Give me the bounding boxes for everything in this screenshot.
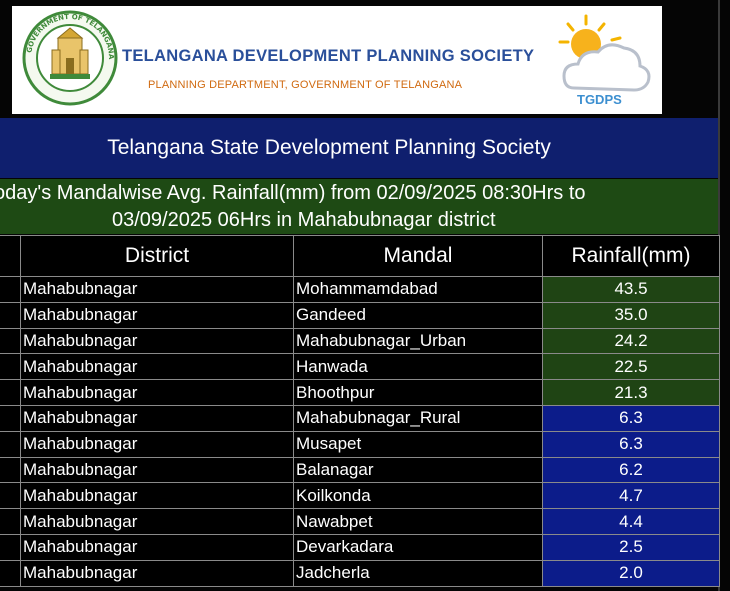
cell-sno [0, 533, 21, 561]
cell-sno [0, 276, 21, 303]
cell-mandal: Gandeed [293, 301, 543, 329]
title-bar: Telangana State Development Planning Soc… [0, 118, 718, 178]
cell-sno [0, 404, 21, 432]
table-row: Mahabubnagar Devarkadara 2.5 [0, 533, 720, 561]
table-header-row: o District Mandal Rainfall(mm) [0, 235, 720, 277]
subtitle-bar: oday's Mandalwise Avg. Rainfall(mm) from… [0, 179, 718, 234]
table-row: Mahabubnagar Mohammamdabad 43.5 [0, 276, 720, 303]
header-banner: GOVERNMENT OF TELANGANA TELANGANA DEVELO… [12, 6, 662, 114]
cell-sno [0, 327, 21, 355]
subtitle-line-2: 03/09/2025 06Hrs in Mahabubnagar distric… [112, 209, 496, 231]
cell-mandal: Jadcherla [293, 559, 543, 587]
cell-rainfall: 2.5 [542, 533, 720, 561]
table-row: Mahabubnagar Bhoothpur 21.3 [0, 379, 720, 406]
page-title: Telangana State Development Planning Soc… [107, 136, 551, 159]
cell-rainfall: 22.5 [542, 353, 720, 381]
cell-mandal: Musapet [293, 430, 543, 458]
cell-mandal: Balanagar [293, 456, 543, 484]
cell-district: Mahabubnagar [20, 559, 294, 587]
table-body: Mahabubnagar Mohammamdabad 43.5 Mahabubnaga… [0, 276, 720, 587]
table-row: Mahabubnagar Hanwada 22.5 [0, 353, 720, 381]
cell-district: Mahabubnagar [20, 327, 294, 355]
header-mandal: Mandal [293, 235, 543, 277]
cell-mandal: Nawabpet [293, 508, 543, 535]
cell-sno [0, 353, 21, 381]
tgdps-logo-text: TGDPS [577, 92, 622, 107]
org-subtitle: PLANNING DEPARTMENT, GOVERNMENT OF TELAN… [148, 79, 463, 91]
table-row: Mahabubnagar Jadcherla 2.0 [0, 559, 720, 587]
cell-rainfall: 6.2 [542, 456, 720, 484]
header-rainfall: Rainfall(mm) [542, 235, 720, 277]
telangana-emblem-icon: GOVERNMENT OF TELANGANA [22, 10, 118, 106]
cell-rainfall: 24.2 [542, 327, 720, 355]
table-row: Mahabubnagar Musapet 6.3 [0, 430, 720, 458]
cell-mandal: Koilkonda [293, 482, 543, 510]
cell-district: Mahabubnagar [20, 456, 294, 484]
cell-rainfall: 2.0 [542, 559, 720, 587]
cell-district: Mahabubnagar [20, 482, 294, 510]
cell-sno [0, 430, 21, 458]
cell-district: Mahabubnagar [20, 301, 294, 329]
cell-district: Mahabubnagar [20, 353, 294, 381]
cell-rainfall: 4.7 [542, 482, 720, 510]
cell-mandal: Devarkadara [293, 533, 543, 561]
table-row: Mahabubnagar Gandeed 35.0 [0, 301, 720, 329]
table-row: Mahabubnagar Mahabubnagar_Urban 24.2 [0, 327, 720, 355]
cell-rainfall: 43.5 [542, 276, 720, 303]
cell-mandal: Mohammamdabad [293, 276, 543, 303]
cell-district: Mahabubnagar [20, 533, 294, 561]
cell-rainfall: 21.3 [542, 379, 720, 406]
cell-sno [0, 559, 21, 587]
org-title: TELANGANA DEVELOPMENT PLANNING SOCIETY [122, 47, 535, 65]
header-sno: o [0, 235, 21, 277]
cell-mandal: Mahabubnagar_Urban [293, 327, 543, 355]
cell-mandal: Hanwada [293, 353, 543, 381]
cell-district: Mahabubnagar [20, 508, 294, 535]
table-row: Mahabubnagar Koilkonda 4.7 [0, 482, 720, 510]
cell-rainfall: 6.3 [542, 404, 720, 432]
rainfall-table: o District Mandal Rainfall(mm) Mahabubna… [0, 235, 720, 587]
subtitle-line-1: oday's Mandalwise Avg. Rainfall(mm) from… [0, 182, 586, 204]
table-row: Mahabubnagar Mahabubnagar_Rural 6.3 [0, 404, 720, 432]
cell-district: Mahabubnagar [20, 430, 294, 458]
cell-sno [0, 379, 21, 406]
header-district: District [20, 235, 294, 277]
cell-mandal: Mahabubnagar_Rural [293, 404, 543, 432]
cell-mandal: Bhoothpur [293, 379, 543, 406]
cell-district: Mahabubnagar [20, 379, 294, 406]
table-row: Mahabubnagar Nawabpet 4.4 [0, 508, 720, 535]
cell-district: Mahabubnagar [20, 404, 294, 432]
cell-sno [0, 456, 21, 484]
cell-sno [0, 482, 21, 510]
cell-district: Mahabubnagar [20, 276, 294, 303]
cell-sno [0, 301, 21, 329]
cell-rainfall: 35.0 [542, 301, 720, 329]
cell-rainfall: 4.4 [542, 508, 720, 535]
sun-cloud-logo-icon [558, 14, 651, 92]
cell-sno [0, 508, 21, 535]
table-row: Mahabubnagar Balanagar 6.2 [0, 456, 720, 484]
cell-rainfall: 6.3 [542, 430, 720, 458]
